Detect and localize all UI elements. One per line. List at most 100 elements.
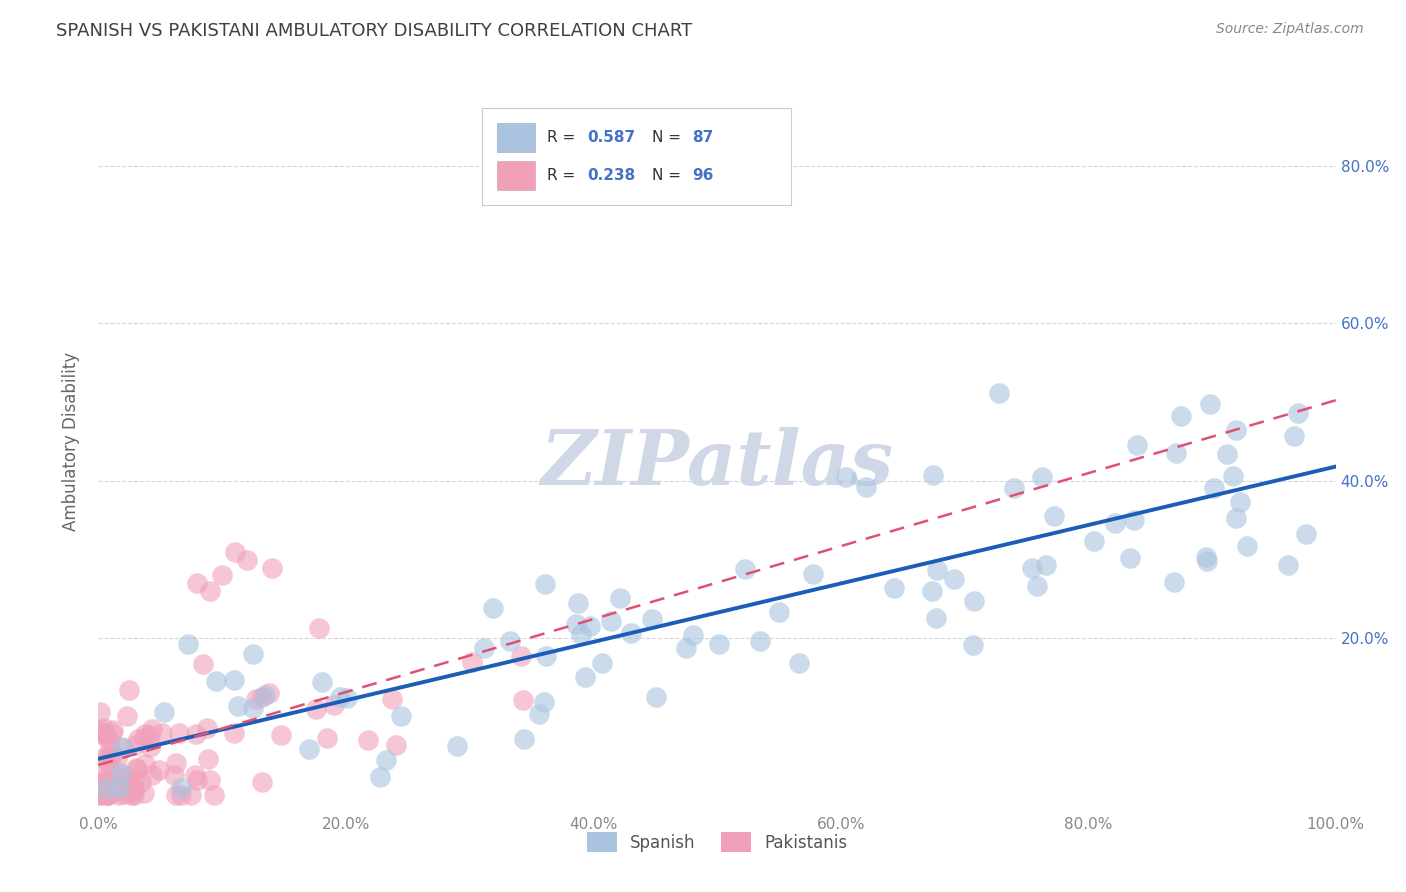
Point <box>121 788 143 802</box>
Point <box>922 468 945 483</box>
Point <box>512 693 534 707</box>
Point <box>534 576 557 591</box>
Point <box>707 637 730 651</box>
Point <box>148 763 170 777</box>
Text: Source: ZipAtlas.com: Source: ZipAtlas.com <box>1216 22 1364 37</box>
Point <box>645 690 668 705</box>
Point <box>987 386 1010 401</box>
Y-axis label: Ambulatory Disability: Ambulatory Disability <box>62 352 80 531</box>
Point <box>1118 551 1140 566</box>
Point <box>1021 561 1043 575</box>
Point <box>186 576 208 591</box>
Point <box>943 572 966 586</box>
Point <box>921 584 943 599</box>
Point <box>565 616 588 631</box>
Point <box>224 545 246 559</box>
Point <box>165 756 187 770</box>
Point <box>499 634 522 648</box>
Point <box>195 721 218 735</box>
Point <box>118 778 141 792</box>
Point <box>1277 558 1299 572</box>
Point <box>101 723 124 737</box>
Point <box>579 619 602 633</box>
Point <box>250 690 273 704</box>
Point <box>375 753 398 767</box>
Point <box>1236 540 1258 554</box>
Point <box>129 775 152 789</box>
Point <box>139 728 162 742</box>
Point <box>1282 429 1305 443</box>
Point <box>134 756 156 771</box>
Point <box>600 614 623 628</box>
Point <box>224 726 246 740</box>
Point <box>163 768 186 782</box>
Point <box>253 688 276 702</box>
Point <box>734 562 756 576</box>
Point <box>1031 470 1053 484</box>
Point <box>682 628 704 642</box>
Point <box>90 782 112 797</box>
Point <box>165 788 187 802</box>
Point <box>236 552 259 566</box>
Point <box>1195 550 1218 565</box>
Point <box>749 633 772 648</box>
Point <box>124 784 146 798</box>
Point <box>1295 527 1317 541</box>
Point <box>180 788 202 802</box>
Point <box>170 781 193 796</box>
Point <box>125 762 148 776</box>
Point <box>110 766 132 780</box>
Point <box>105 750 128 764</box>
Point <box>242 647 264 661</box>
Point <box>98 741 121 756</box>
Point <box>297 742 319 756</box>
Point <box>111 739 134 754</box>
Point <box>1026 579 1049 593</box>
Point <box>152 725 174 739</box>
Point <box>108 781 131 796</box>
Point <box>167 726 190 740</box>
Point <box>641 612 664 626</box>
Point <box>89 727 111 741</box>
Point <box>368 770 391 784</box>
Point <box>191 657 214 671</box>
Point <box>198 584 221 599</box>
Point <box>527 707 550 722</box>
Point <box>211 568 233 582</box>
Point <box>101 747 124 761</box>
Point <box>184 768 207 782</box>
Point <box>114 773 136 788</box>
Point <box>176 637 198 651</box>
Point <box>89 788 111 802</box>
Point <box>472 640 495 655</box>
Point <box>96 754 118 768</box>
Point <box>153 705 176 719</box>
Point <box>100 726 122 740</box>
Point <box>1225 423 1247 437</box>
Point <box>97 788 120 802</box>
Point <box>170 788 193 802</box>
Point <box>115 709 138 723</box>
Point <box>107 788 129 802</box>
Point <box>94 781 117 796</box>
Point <box>186 773 208 788</box>
Point <box>787 656 810 670</box>
Point <box>111 741 134 756</box>
Point <box>1043 508 1066 523</box>
Point <box>198 772 221 787</box>
Point <box>100 750 122 764</box>
Point <box>141 722 163 736</box>
Point <box>197 752 219 766</box>
Point <box>609 591 631 605</box>
Point <box>1286 406 1309 420</box>
Point <box>89 770 111 784</box>
Point <box>1035 558 1057 572</box>
Point <box>513 732 536 747</box>
Point <box>105 784 128 798</box>
Point <box>835 470 858 484</box>
Point <box>91 750 114 764</box>
Point <box>855 480 877 494</box>
Point <box>533 695 555 709</box>
Point <box>883 581 905 595</box>
Point <box>569 627 592 641</box>
